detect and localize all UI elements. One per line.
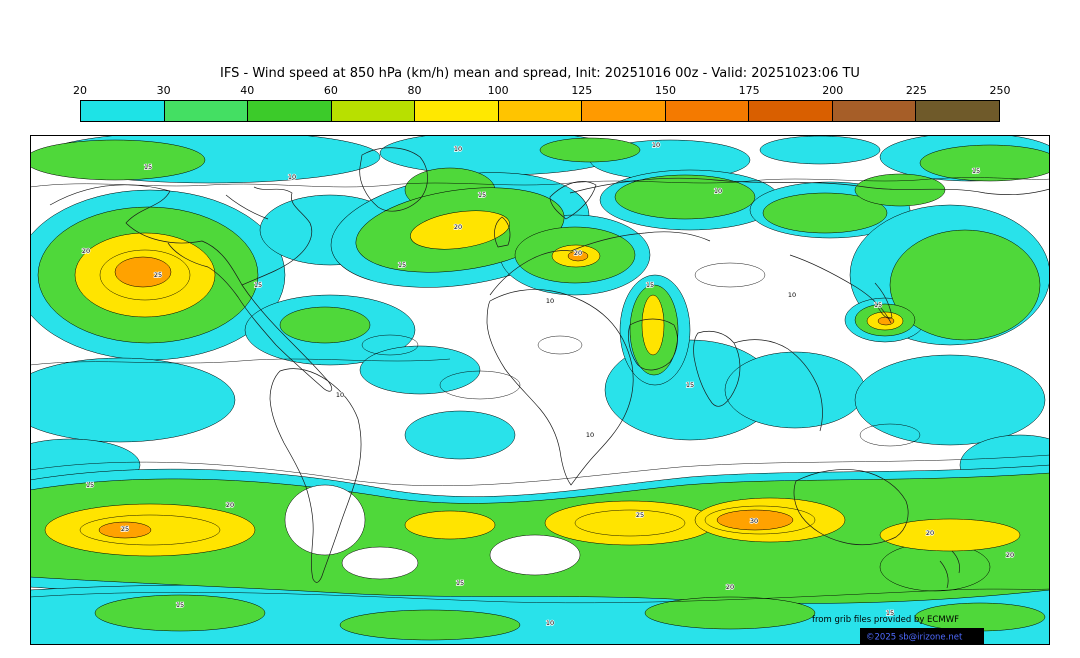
colorbar-tick-labels: 20 30 40 60 80 100 125 150 175 200 225 250	[0, 84, 1080, 97]
colorbar-segment	[832, 101, 917, 121]
colorbar-segment	[248, 101, 332, 121]
contour-label: 15	[972, 167, 980, 175]
contour-label: 20	[226, 501, 234, 509]
colorbar-tick-label: 20	[73, 84, 87, 97]
contour-label: 15	[686, 381, 694, 389]
colorbar-segment	[749, 101, 833, 121]
contour-label: 20	[726, 583, 734, 591]
contour-label: 15	[874, 301, 882, 309]
colorbar-tick-label: 150	[654, 84, 676, 97]
contour-label: 25	[636, 511, 644, 519]
colorbar-tick-label: 175	[738, 84, 760, 97]
contour-label: 10	[788, 291, 796, 299]
contour-label: 15	[86, 481, 94, 489]
coastlines	[49, 147, 1050, 589]
colorbar-segment	[582, 101, 666, 121]
contour-label: 15	[646, 281, 654, 289]
colorbar-tick-label: 30	[156, 84, 171, 97]
colorbar-segment	[916, 101, 1000, 121]
copyright-bar	[860, 628, 984, 644]
contour-label: 20	[454, 223, 462, 231]
contour-label: 15	[456, 579, 464, 587]
contour-label: 25	[121, 525, 129, 533]
colorbar-segment	[164, 101, 249, 121]
contour-label: 10	[546, 619, 554, 627]
colorbar-tick-label: 60	[323, 84, 338, 97]
contour-label: 15	[176, 601, 184, 609]
colorbar-segment	[665, 101, 750, 121]
contour-label: 10	[454, 145, 462, 153]
contour-label: 10	[546, 297, 554, 305]
colorbar-tick-label: 40	[240, 84, 255, 97]
colorbar-tick-label: 125	[571, 84, 593, 97]
contour-label: 15	[144, 163, 152, 171]
contour-label: 20	[926, 529, 934, 537]
contour-label: 10	[586, 431, 594, 439]
world-wind-map: 10 10 15 10 15 10 15 20 25 15 20 15 10 20 15 10 15 10 15 10…	[30, 135, 1050, 645]
contour-label: 20	[1006, 551, 1014, 559]
map-border	[30, 135, 1050, 645]
chart-title: IFS - Wind speed at 850 hPa (km/h) mean …	[220, 66, 860, 81]
contour-label: 10	[288, 173, 296, 181]
colorbar-tick-label: 200	[822, 84, 844, 97]
contour-label: 15	[398, 261, 406, 269]
colorbar-tick-label: 80	[407, 84, 422, 97]
colorbar-legend	[80, 100, 1000, 122]
contour-label: 10	[652, 141, 660, 149]
contour-label: 15	[254, 281, 262, 289]
contour-label: 15	[886, 609, 894, 617]
colorbar-segment	[498, 101, 583, 121]
contour-label: 20	[574, 249, 582, 257]
spread-contour-lines	[30, 177, 1050, 604]
attribution-text: from grib files provided by ECMWF	[812, 615, 959, 625]
contour-label: 15	[478, 191, 486, 199]
contour-label: 20	[82, 247, 90, 255]
colorbar-tick-label: 225	[905, 84, 927, 97]
colorbar-tick-label: 100	[487, 84, 509, 97]
colorbar-tick-label: 250	[989, 84, 1011, 97]
contour-label: 10	[336, 391, 344, 399]
contour-label: 25	[154, 271, 162, 279]
colorbar-segment	[331, 101, 416, 121]
copyright-text[interactable]: ©2025 sb@irizone.net	[866, 633, 963, 643]
contour-label: 10	[714, 187, 722, 195]
colorbar-segment	[415, 101, 499, 121]
contour-value-labels: 10 10 15 10 15 10 15 20 25 15 20 15 10 20 15 10 15 10 15 10…	[81, 140, 1015, 627]
colorbar-segment	[81, 101, 165, 121]
contour-label: 30	[750, 517, 758, 525]
wind-speed-fill-regions	[30, 135, 1050, 645]
